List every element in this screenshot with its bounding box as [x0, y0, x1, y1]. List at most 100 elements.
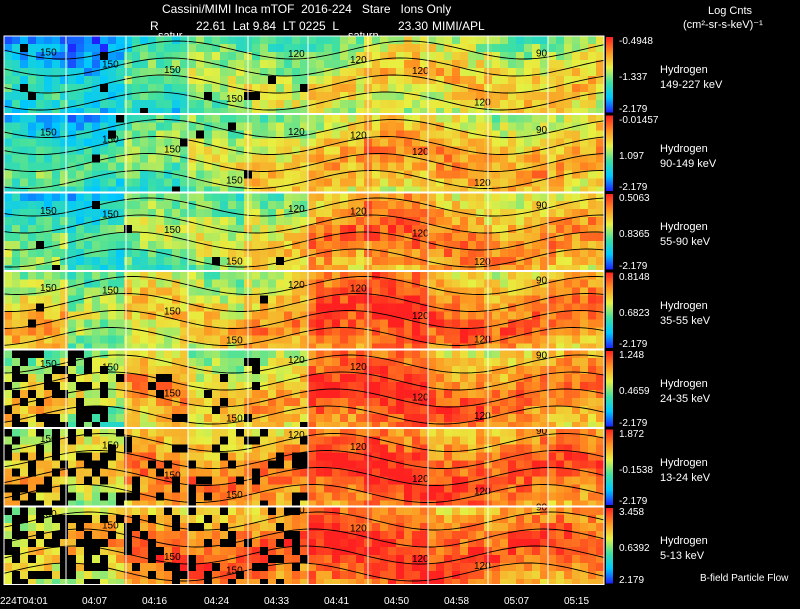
heatmap-cell [284, 335, 292, 344]
heatmap-cell [284, 460, 292, 469]
heatmap-cell [324, 515, 332, 523]
heatmap-cell [292, 241, 300, 249]
heatmap-cell [124, 406, 132, 414]
heatmap-cell [252, 257, 260, 265]
heatmap-cell [420, 484, 428, 493]
heatmap-cell [108, 249, 116, 257]
heatmap-cell [460, 358, 468, 366]
heatmap-cell [132, 271, 140, 280]
heatmap-cell [132, 122, 140, 131]
heatmap-cell [68, 335, 76, 344]
heatmap-cell [132, 84, 140, 92]
heatmap-cell [500, 60, 508, 68]
heatmap-cell [316, 460, 324, 469]
heatmap-cell [156, 130, 164, 139]
heatmap-cell [596, 428, 604, 437]
heatmap-cell [196, 287, 204, 296]
heatmap-cell [468, 350, 476, 358]
heatmap-cell [428, 484, 436, 493]
heatmap-cell [564, 382, 572, 390]
heatmap-cell [164, 436, 172, 445]
heatmap-cell [524, 162, 532, 171]
heatmap-cell [204, 414, 212, 422]
heatmap-cell [524, 186, 532, 192]
heatmap-cell [380, 186, 388, 192]
heatmap-cell [124, 460, 132, 469]
heatmap-cell [28, 374, 36, 382]
heatmap-cell [204, 422, 212, 428]
heatmap-cell [516, 138, 524, 147]
heatmap-cell [180, 265, 188, 271]
heatmap-cell [588, 539, 596, 547]
heatmap-cell [132, 68, 140, 76]
heatmap-cell [188, 476, 196, 485]
heatmap-cell [572, 201, 580, 209]
heatmap-cell [156, 422, 164, 428]
heatmap-cell [356, 138, 364, 147]
heatmap-cell [156, 295, 164, 304]
heatmap-cell [596, 92, 604, 100]
heatmap-cell [404, 390, 412, 398]
heatmap-cell [132, 515, 140, 523]
heatmap-cell [388, 257, 396, 265]
heatmap-cell [300, 422, 308, 428]
heatmap-cell [532, 539, 540, 547]
heatmap-cell [412, 436, 420, 445]
heatmap-cell [548, 303, 556, 312]
heatmap-cell [44, 555, 52, 563]
heatmap-cell [36, 406, 44, 414]
heatmap-cell [436, 468, 444, 477]
heatmap-cell [92, 327, 100, 336]
heatmap-cell [44, 271, 52, 280]
heatmap-cell [156, 468, 164, 477]
heatmap-cell [428, 233, 436, 241]
heatmap-cell [268, 492, 276, 501]
heatmap-cell [316, 52, 324, 60]
heatmap-cell [356, 500, 364, 506]
heatmap-cell [444, 138, 452, 147]
heatmap-cell [228, 452, 236, 461]
heatmap-cell [388, 492, 396, 501]
heatmap-cell [436, 539, 444, 547]
heatmap-cell [100, 287, 108, 296]
heatmap-cell [156, 271, 164, 280]
heatmap-cell [548, 366, 556, 374]
heatmap-cell [516, 170, 524, 179]
heatmap-cell [260, 130, 268, 139]
heatmap-cell [108, 138, 116, 147]
heatmap-cell [268, 162, 276, 171]
heatmap-cell [60, 287, 68, 296]
heatmap-cell [468, 52, 476, 60]
heatmap-cell [340, 436, 348, 445]
heatmap-cell [308, 92, 316, 100]
heatmap-cell [444, 327, 452, 336]
heatmap-cell [452, 249, 460, 257]
heatmap-cell [100, 130, 108, 139]
heatmap-cell [92, 523, 100, 531]
heatmap-cell [540, 476, 548, 485]
heatmap-cell [28, 452, 36, 461]
heatmap-cell [596, 257, 604, 265]
heatmap-cell [420, 122, 428, 131]
heatmap-cell [188, 398, 196, 406]
heatmap-cell [548, 327, 556, 336]
heatmap-cell [100, 114, 108, 123]
heatmap-cell [132, 390, 140, 398]
heatmap-cell [164, 257, 172, 265]
heatmap-cell [380, 44, 388, 52]
heatmap-cell [572, 531, 580, 539]
heatmap-cell [204, 76, 212, 84]
heatmap-cell [340, 279, 348, 288]
heatmap-cell [204, 249, 212, 257]
heatmap-cell [36, 492, 44, 501]
heatmap-cell [124, 114, 132, 123]
heatmap-cell [124, 186, 132, 192]
heatmap-cell [292, 311, 300, 320]
heatmap-cell [284, 233, 292, 241]
heatmap-cell [228, 100, 236, 108]
heatmap-cell [316, 500, 324, 506]
heatmap-cell [300, 178, 308, 187]
heatmap-cell [212, 36, 220, 44]
heatmap-cell [196, 303, 204, 312]
heatmap-cell [596, 114, 604, 123]
